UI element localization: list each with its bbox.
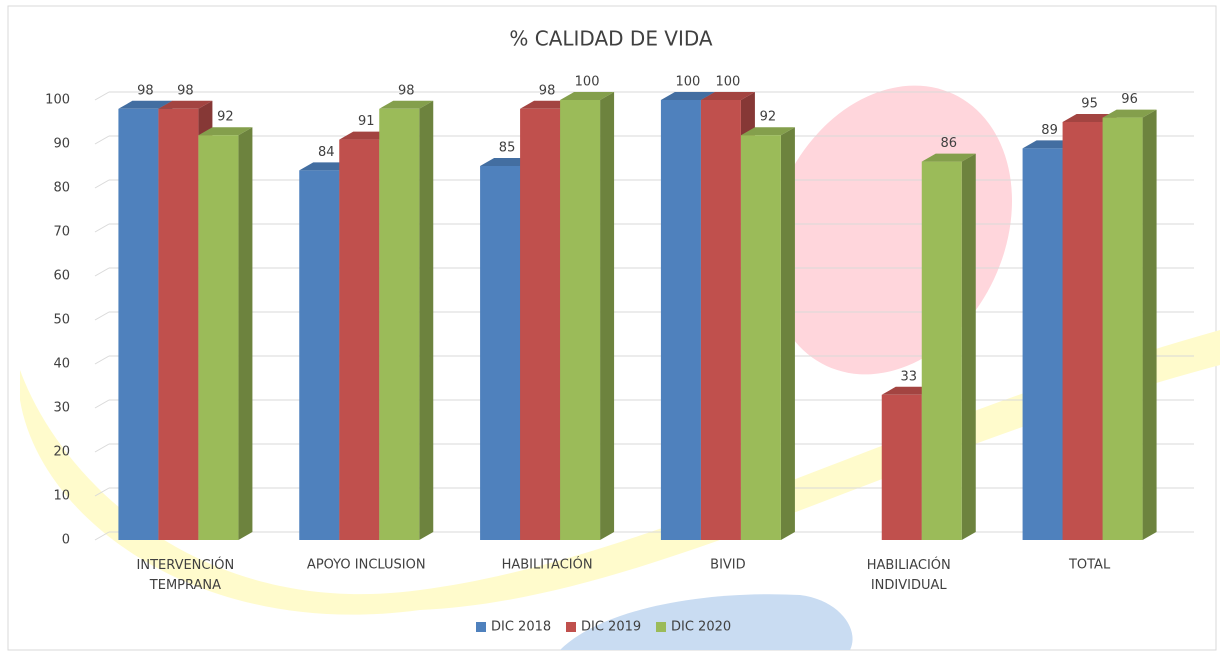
y-tick-label: 20 <box>53 445 70 460</box>
grid-line-floor <box>94 135 110 145</box>
y-tick-label: 10 <box>53 489 70 504</box>
bar-front <box>480 166 521 540</box>
bar-top <box>660 92 715 100</box>
legend-swatch <box>656 622 666 632</box>
bar-top <box>921 153 976 162</box>
bar-front <box>700 100 741 540</box>
data-label: 92 <box>760 110 777 125</box>
bar-top <box>198 127 253 136</box>
bar-side <box>600 92 615 540</box>
data-label: 98 <box>177 83 194 98</box>
bar-side <box>961 153 976 540</box>
x-tick-label-line: INTERVENCIÓN <box>137 557 235 573</box>
x-tick-label-line: INDIVIDUAL <box>871 578 948 593</box>
bar-side <box>780 127 795 540</box>
data-label: 100 <box>575 75 600 90</box>
background-blob <box>560 594 853 650</box>
bar-front <box>158 108 199 541</box>
y-tick-label: 0 <box>62 533 70 548</box>
bar-top <box>118 100 173 109</box>
y-tick-label: 100 <box>45 93 70 108</box>
grid-line-floor <box>94 355 110 365</box>
data-label: 92 <box>217 110 234 125</box>
x-tick-label: BIVID <box>710 558 746 573</box>
bar-front <box>740 135 781 540</box>
x-tick-label-line: HABILIACIÓN <box>867 557 951 573</box>
data-label: 98 <box>398 83 415 98</box>
data-label: 95 <box>1081 97 1098 112</box>
data-label: 86 <box>940 136 957 151</box>
grid-line-floor <box>94 311 110 321</box>
x-tick-label: TOTAL <box>1068 558 1111 573</box>
data-label: 100 <box>716 75 741 90</box>
bar-front <box>118 108 159 541</box>
x-tick-label: HABILITACIÓN <box>502 557 593 573</box>
data-label: 89 <box>1041 123 1058 138</box>
grid-line-floor <box>94 487 110 497</box>
bar <box>921 153 976 540</box>
bar-front <box>881 394 922 540</box>
y-tick-label: 70 <box>53 225 70 240</box>
bar-front <box>198 135 239 540</box>
y-tick-label: 60 <box>53 269 70 284</box>
data-label: 96 <box>1121 92 1138 107</box>
data-label: 84 <box>318 145 335 160</box>
bar-top <box>740 127 795 136</box>
grid-line-floor <box>94 223 110 233</box>
bar-front <box>660 100 701 540</box>
grid-line-floor <box>94 91 110 101</box>
bar <box>560 92 615 540</box>
bar <box>379 100 434 541</box>
x-tick-label-line: TEMPRANA <box>149 578 221 593</box>
legend-label: DIC 2020 <box>671 620 731 635</box>
legend-label: DIC 2019 <box>581 620 641 635</box>
bar-top <box>158 100 213 109</box>
bar-front <box>921 161 962 540</box>
bar-front <box>520 108 561 541</box>
grid-line-floor <box>94 531 110 541</box>
y-tick-label: 90 <box>53 137 70 152</box>
grid-line-floor <box>94 399 110 409</box>
bar-front <box>299 170 340 540</box>
bar-top <box>560 92 615 100</box>
bar-top <box>700 92 755 100</box>
bar-front <box>339 139 380 540</box>
bar-front <box>1022 148 1063 540</box>
bar-front <box>379 108 420 541</box>
data-label: 98 <box>137 83 154 98</box>
bar <box>1102 109 1157 540</box>
chart-title: % CALIDAD DE VIDA <box>509 27 713 51</box>
bar-side <box>1142 109 1157 540</box>
x-tick-label: APOYO INCLUSION <box>307 558 426 573</box>
y-tick-label: 40 <box>53 357 70 372</box>
x-tick-label: HABILIACIÓN INDIVIDUAL <box>867 557 951 593</box>
bar-front <box>1102 117 1143 540</box>
bar-front <box>560 100 601 540</box>
legend-swatch <box>566 622 576 632</box>
legend-label: DIC 2018 <box>491 620 551 635</box>
bar-top <box>379 100 434 109</box>
y-tick-label: 50 <box>53 313 70 328</box>
x-tick-label: INTERVENCIÓN TEMPRANA <box>137 557 235 593</box>
grid-line-floor <box>94 267 110 277</box>
legend-swatch <box>476 622 486 632</box>
bar <box>198 127 253 540</box>
y-tick-label: 30 <box>53 401 70 416</box>
data-label: 85 <box>499 141 516 156</box>
bar-side <box>238 127 253 540</box>
data-label: 98 <box>539 83 556 98</box>
data-label: 33 <box>900 369 917 384</box>
data-label: 91 <box>358 114 375 129</box>
bar-side <box>419 100 434 541</box>
bar-top <box>1102 109 1157 118</box>
grid-line-floor <box>94 443 110 453</box>
y-tick-label: 80 <box>53 181 70 196</box>
bar <box>740 127 795 540</box>
background-swoosh <box>20 330 1220 615</box>
data-label: 100 <box>676 75 701 90</box>
grid-line-floor <box>94 179 110 189</box>
bar-front <box>1062 122 1103 540</box>
